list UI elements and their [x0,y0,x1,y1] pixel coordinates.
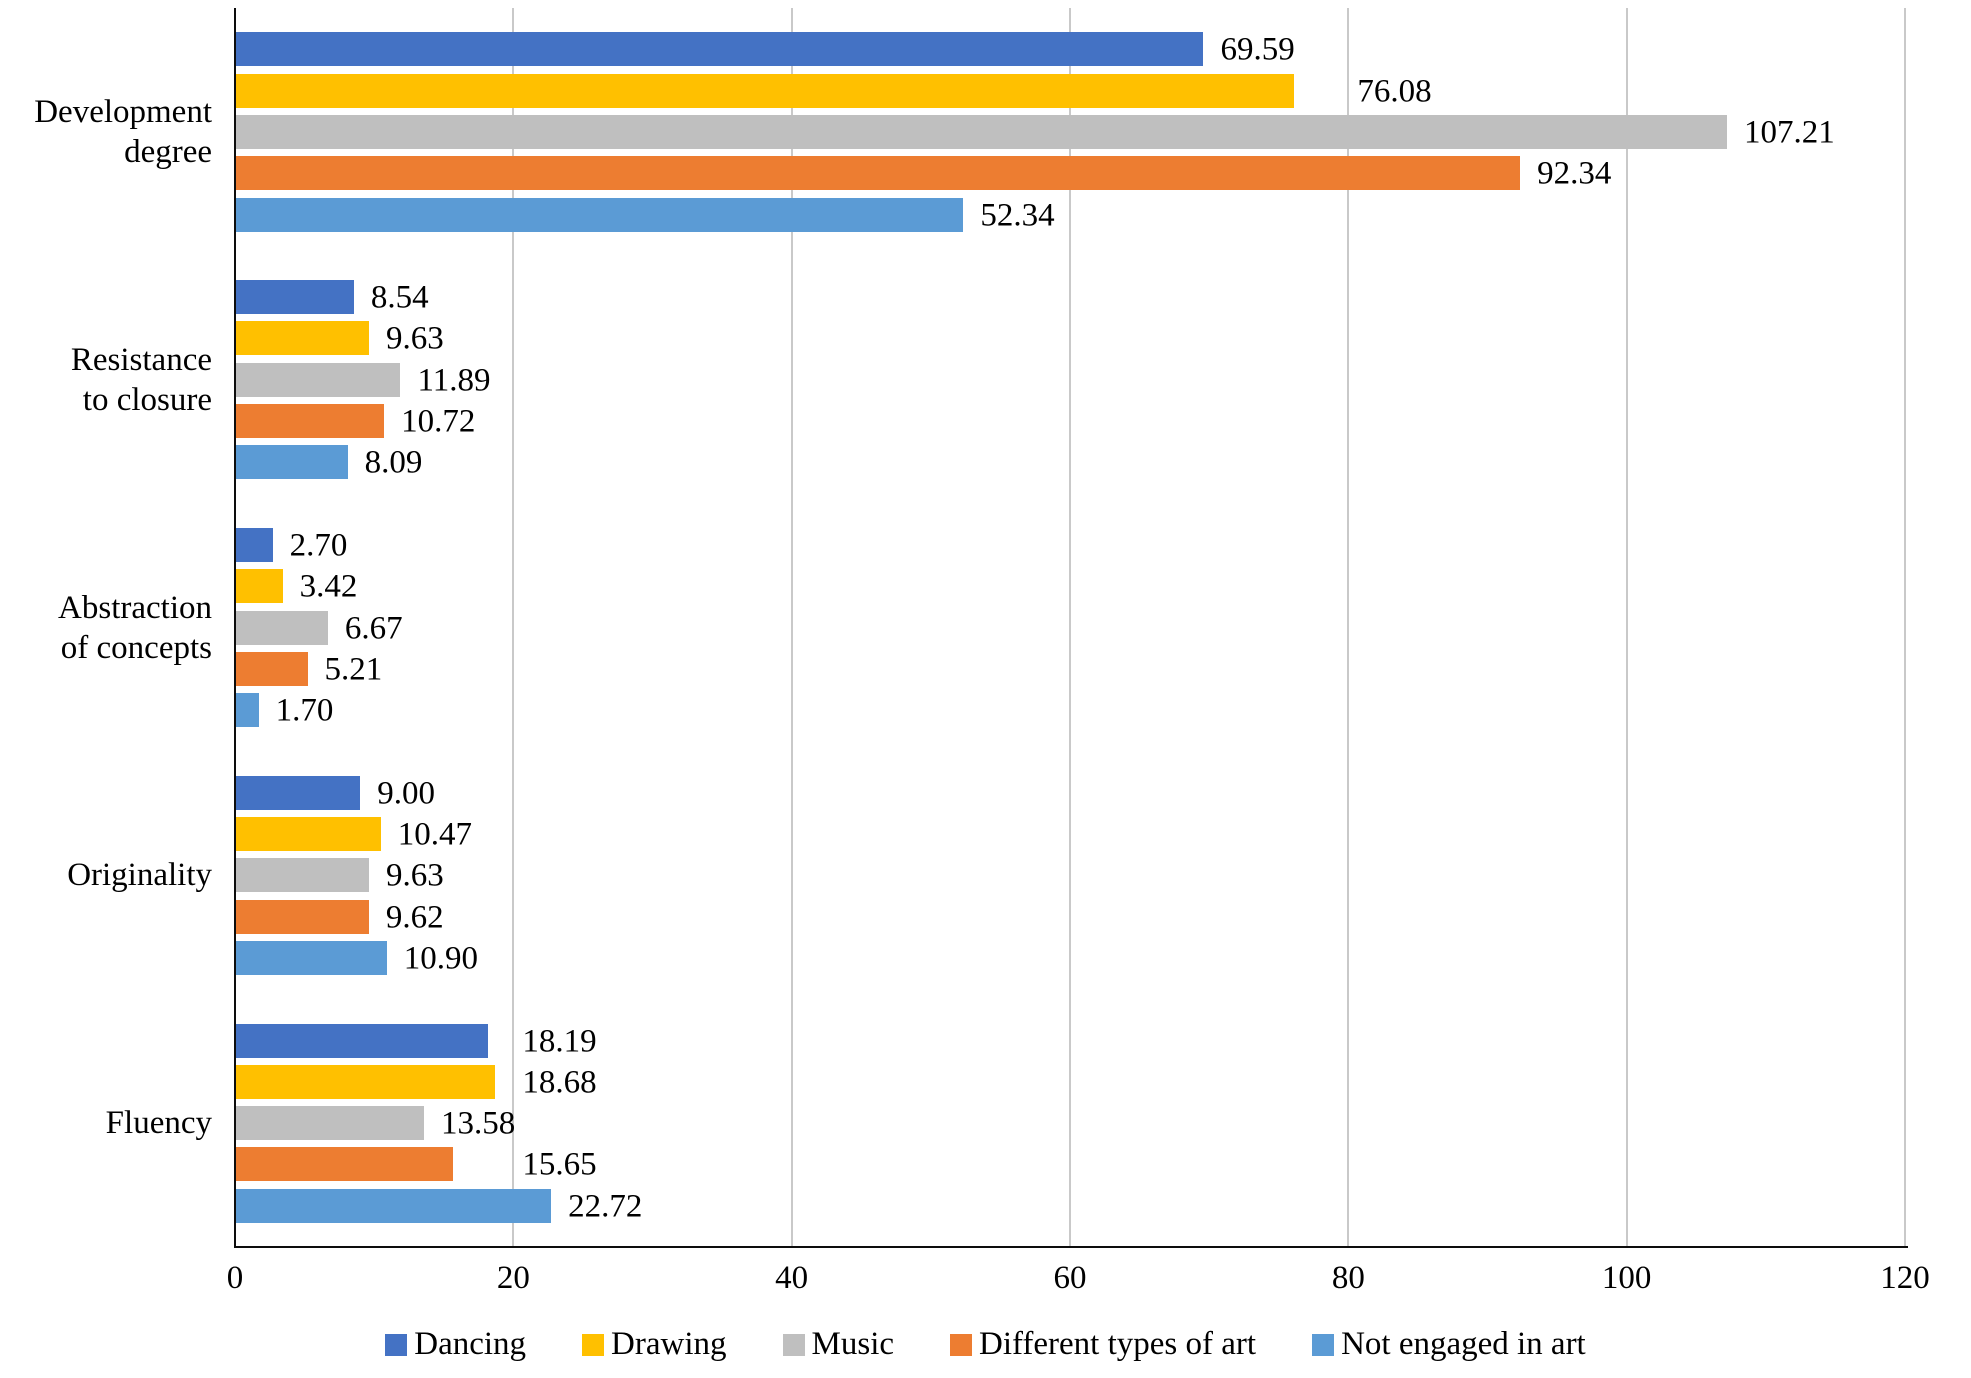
bar [235,114,1727,149]
legend-item: Dancing [385,1328,526,1361]
bar-value-label: 10.72 [401,403,476,440]
x-tick-label: 100 [1601,1260,1652,1296]
bar [235,280,354,315]
legend-swatch [582,1333,605,1356]
x-axis-line [234,1246,1908,1248]
category-label: Fluency [105,1104,212,1141]
gridline [1625,8,1628,1247]
legend-swatch [950,1333,973,1356]
bar [235,858,370,893]
bar-value-label: 18.68 [522,1064,597,1101]
legend-label: Music [811,1326,895,1362]
legend-label: Dancing [414,1326,527,1362]
y-axis-line [234,8,236,1247]
bar-value-label: 9.62 [385,899,444,936]
legend-swatch [1312,1333,1335,1356]
legend: Dancing Drawing Music Different types of ar… [0,1328,1971,1361]
legend-item: Drawing [582,1326,727,1362]
legend-label: Different types of art [979,1326,1257,1362]
bar-value-label: 10.47 [397,816,472,853]
legend-swatch [782,1333,805,1356]
legend-swatch [385,1333,408,1356]
bar-value-label: 1.70 [275,692,334,729]
bar-value-label: 92.34 [1537,155,1612,192]
bar [235,527,273,562]
bar [235,445,348,480]
gridline [512,8,515,1247]
bar [235,1106,424,1141]
gridline [1069,8,1071,1247]
bar [235,321,370,356]
bar-value-label: 69.59 [1220,31,1295,68]
bar-value-label: 9.00 [377,775,435,812]
bar-value-label: 8.54 [370,279,429,316]
bar-value-label: 13.58 [440,1105,516,1142]
bar [235,1023,489,1058]
bar [235,32,1204,67]
gridline [1904,8,1906,1247]
bar-value-label: 9.63 [386,320,444,357]
bar-value-label: 10.90 [403,940,478,977]
bar [235,1064,495,1099]
x-tick-label: 0 [226,1260,244,1296]
bar-value-label: 18.19 [522,1023,597,1059]
bar-value-label: 3.42 [299,568,358,605]
bar-value-label: 6.67 [344,610,403,646]
bar-value-label: 15.65 [522,1146,597,1183]
bar-value-label: 52.34 [980,197,1055,233]
category-label: Originality [67,857,212,894]
legend-label: Not engaged in art [1341,1326,1586,1362]
bar [235,362,401,397]
bar [235,651,308,686]
bar-value-label: 9.63 [386,857,444,894]
bar [235,775,361,810]
bar [235,693,259,728]
bar [235,197,964,232]
bar [235,404,385,438]
bar [235,1147,453,1182]
bar [235,817,381,851]
bar-value-label: 8.09 [364,444,423,481]
category-label: Abstraction of concepts [58,589,212,666]
x-tick-label: 40 [775,1260,809,1296]
x-tick-label: 80 [1331,1260,1365,1296]
legend-label: Drawing [611,1326,727,1362]
bar-value-label: 5.21 [324,651,383,688]
legend-item: Music [782,1326,895,1362]
bar [235,569,283,604]
legend-item: Not engaged in art [1312,1328,1586,1361]
bar [235,1188,552,1223]
bar-value-label: 2.70 [289,527,348,564]
category-label: Resistance to closure [70,341,212,418]
bar [235,899,369,934]
x-tick-label: 120 [1880,1260,1930,1296]
legend-item: Different types of art [950,1328,1256,1361]
gridline [790,8,793,1247]
category-label: Development degree [34,93,212,170]
bar [235,73,1294,108]
bar-value-label: 76.08 [1357,73,1432,110]
bar-value-label: 107.21 [1744,114,1835,151]
bar [235,156,1521,191]
bar-value-label: 22.72 [568,1188,643,1225]
bar-value-label: 11.89 [417,362,491,399]
x-tick-label: 20 [496,1260,530,1296]
x-tick-label: 60 [1053,1260,1087,1296]
bar [235,940,387,975]
gridline [1347,8,1350,1247]
bar [235,610,328,645]
